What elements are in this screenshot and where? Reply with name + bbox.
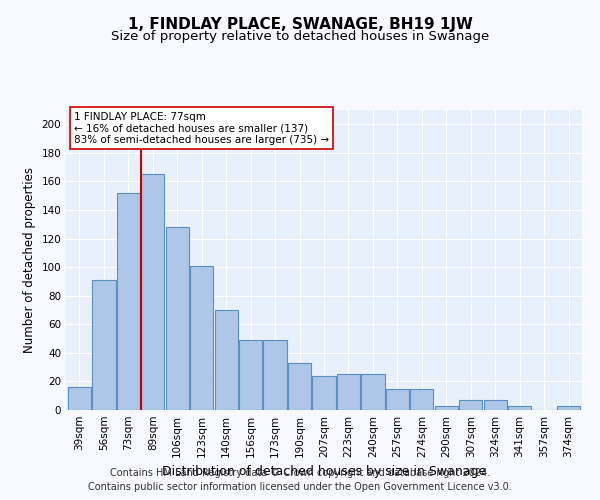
Bar xyxy=(313,376,335,410)
Bar xyxy=(410,388,433,410)
Bar xyxy=(117,193,140,410)
Bar xyxy=(337,374,360,410)
Bar xyxy=(484,400,507,410)
Bar xyxy=(141,174,164,410)
Bar xyxy=(68,387,91,410)
Bar xyxy=(92,280,116,410)
Bar xyxy=(459,400,482,410)
Y-axis label: Number of detached properties: Number of detached properties xyxy=(23,167,36,353)
Bar xyxy=(166,227,189,410)
Text: Size of property relative to detached houses in Swanage: Size of property relative to detached ho… xyxy=(111,30,489,43)
Text: Contains HM Land Registry data © Crown copyright and database right 2024.
Contai: Contains HM Land Registry data © Crown c… xyxy=(88,468,512,492)
Bar xyxy=(263,340,287,410)
Bar xyxy=(361,374,385,410)
Text: 1 FINDLAY PLACE: 77sqm
← 16% of detached houses are smaller (137)
83% of semi-de: 1 FINDLAY PLACE: 77sqm ← 16% of detached… xyxy=(74,112,329,144)
Bar xyxy=(508,406,531,410)
Bar xyxy=(434,406,458,410)
Bar xyxy=(215,310,238,410)
Bar xyxy=(239,340,262,410)
Bar xyxy=(190,266,214,410)
Bar xyxy=(557,406,580,410)
Text: 1, FINDLAY PLACE, SWANAGE, BH19 1JW: 1, FINDLAY PLACE, SWANAGE, BH19 1JW xyxy=(128,18,472,32)
Bar xyxy=(288,363,311,410)
Bar xyxy=(386,388,409,410)
X-axis label: Distribution of detached houses by size in Swanage: Distribution of detached houses by size … xyxy=(162,466,486,478)
